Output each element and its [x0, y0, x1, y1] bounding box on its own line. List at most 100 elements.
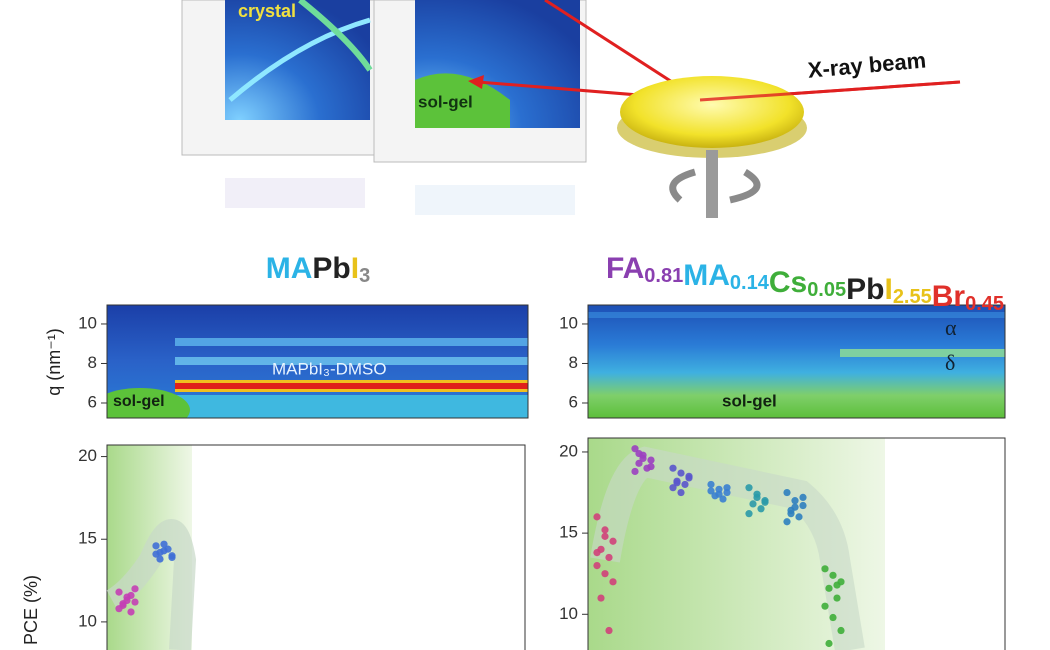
ring [298, 0, 373, 72]
data-point [115, 605, 123, 613]
data-point [707, 487, 715, 495]
heatmap-bg [588, 305, 1005, 418]
data-point [647, 456, 655, 464]
data-point [635, 449, 643, 458]
data-point [597, 594, 605, 602]
data-point [639, 454, 647, 463]
title-part: Br [932, 280, 966, 313]
sol-gel-blob [415, 73, 510, 128]
data-point [593, 513, 601, 521]
data-point [837, 626, 845, 635]
data-point [833, 581, 841, 589]
data-point [799, 501, 807, 510]
rotation-arrow [669, 168, 697, 203]
y-tick-label: 15 [559, 523, 578, 542]
data-point [749, 500, 757, 508]
band [175, 395, 528, 418]
data-point [745, 484, 753, 492]
rotation-arrow [729, 168, 761, 204]
data-point [833, 594, 841, 602]
data-point [127, 591, 135, 600]
data-point [685, 472, 693, 480]
title-part: Pb [312, 252, 350, 285]
data-point [168, 553, 176, 562]
y-tick-label: 20 [559, 441, 578, 460]
annotation: sol-gel [113, 393, 165, 410]
heatmap-frame [587, 304, 1006, 419]
title-sub: 0.81 [644, 265, 683, 287]
data-point [609, 578, 617, 586]
title-part: I [884, 273, 892, 306]
data-point [669, 484, 677, 492]
detector-image [225, 0, 370, 120]
data-point [127, 608, 135, 616]
annotation: MAPbI₃-DMSO [272, 359, 387, 378]
title-part: FA [606, 252, 644, 285]
trend-band [590, 446, 865, 650]
data-point [787, 510, 795, 518]
sol-gel-region [107, 388, 190, 418]
data-point [593, 549, 601, 557]
data-point [601, 532, 609, 540]
data-point [605, 626, 613, 635]
plot-frame [106, 444, 526, 650]
data-point [821, 565, 829, 573]
heatmap-right [588, 305, 1005, 418]
data-point [825, 584, 833, 592]
data-point [753, 493, 761, 502]
reflection [415, 185, 575, 215]
data-point [164, 545, 172, 553]
band [175, 357, 528, 365]
data-point [677, 469, 685, 477]
panel-title: MAPbI3 [266, 252, 370, 287]
data-point [156, 548, 164, 557]
plot-frame [587, 437, 1006, 650]
data-point [635, 459, 643, 467]
title-part: Cs [769, 266, 807, 299]
annotation: α [945, 315, 957, 340]
data-point [631, 467, 639, 476]
data-point [795, 513, 803, 521]
data-point [601, 526, 609, 534]
title-part: MA [266, 252, 313, 285]
y-tick-label: 10 [78, 611, 97, 630]
data-point [601, 570, 609, 578]
title-sub: 3 [359, 265, 370, 287]
data-point [160, 540, 168, 548]
data-point [719, 495, 727, 503]
title-sub: 0.45 [965, 293, 1004, 315]
title-part: I [351, 252, 359, 285]
title-part: Pb [846, 273, 884, 306]
arrowhead [468, 75, 484, 89]
data-point [673, 479, 681, 487]
heatmap-frame [106, 304, 529, 419]
data-point [825, 639, 833, 648]
axis-rod [706, 150, 718, 218]
title-sub: 0.05 [807, 279, 846, 301]
y-tick-label: 10 [559, 604, 578, 623]
band [175, 383, 528, 389]
band [840, 349, 1005, 357]
data-point [677, 488, 685, 497]
data-point [681, 480, 689, 489]
label: sol-gel [418, 92, 473, 111]
data-point [669, 464, 677, 472]
data-point [609, 537, 617, 545]
data-point [783, 488, 791, 497]
data-point [791, 497, 799, 505]
reflection [225, 178, 365, 208]
label: X-ray beam [807, 48, 927, 83]
data-point [605, 553, 613, 562]
data-point [745, 510, 753, 518]
band [588, 312, 1005, 318]
data-point [156, 555, 164, 563]
data-point [131, 598, 139, 606]
title-part: MA [683, 259, 730, 292]
heatmap-left [107, 305, 528, 418]
annotation: δ [945, 350, 955, 375]
y-tick-label: 20 [78, 446, 97, 465]
data-point [783, 518, 791, 526]
axis-title: PCE (%) [21, 575, 41, 645]
title-sub: 2.55 [893, 286, 932, 308]
